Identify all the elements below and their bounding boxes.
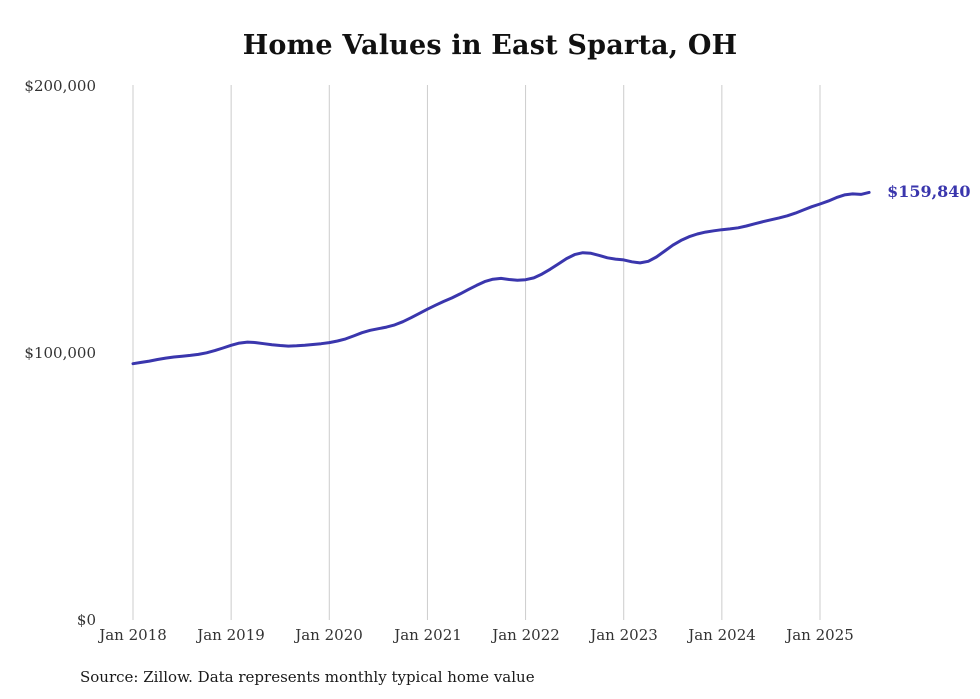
x-axis-tick-2021: Jan 2021	[394, 626, 462, 644]
x-axis-tick-2019: Jan 2019	[197, 626, 265, 644]
x-axis-tick-2025: Jan 2025	[786, 626, 854, 644]
y-axis-tick-200k: $200,000	[24, 77, 96, 95]
y-axis-tick-100k: $100,000	[24, 344, 96, 362]
home-value-line	[131, 190, 871, 366]
x-axis-tick-2023: Jan 2023	[590, 626, 658, 644]
x-axis-tick-2018: Jan 2018	[99, 626, 167, 644]
source-note: Source: Zillow. Data represents monthly …	[80, 668, 535, 686]
x-axis-tick-2024: Jan 2024	[688, 626, 756, 644]
y-axis-tick-0: $0	[76, 611, 96, 629]
x-axis-tick-2020: Jan 2020	[295, 626, 363, 644]
x-axis-tick-2022: Jan 2022	[492, 626, 560, 644]
latest-value-label: $159,840	[887, 182, 971, 202]
chart-title: Home Values in East Sparta, OH	[242, 30, 738, 61]
